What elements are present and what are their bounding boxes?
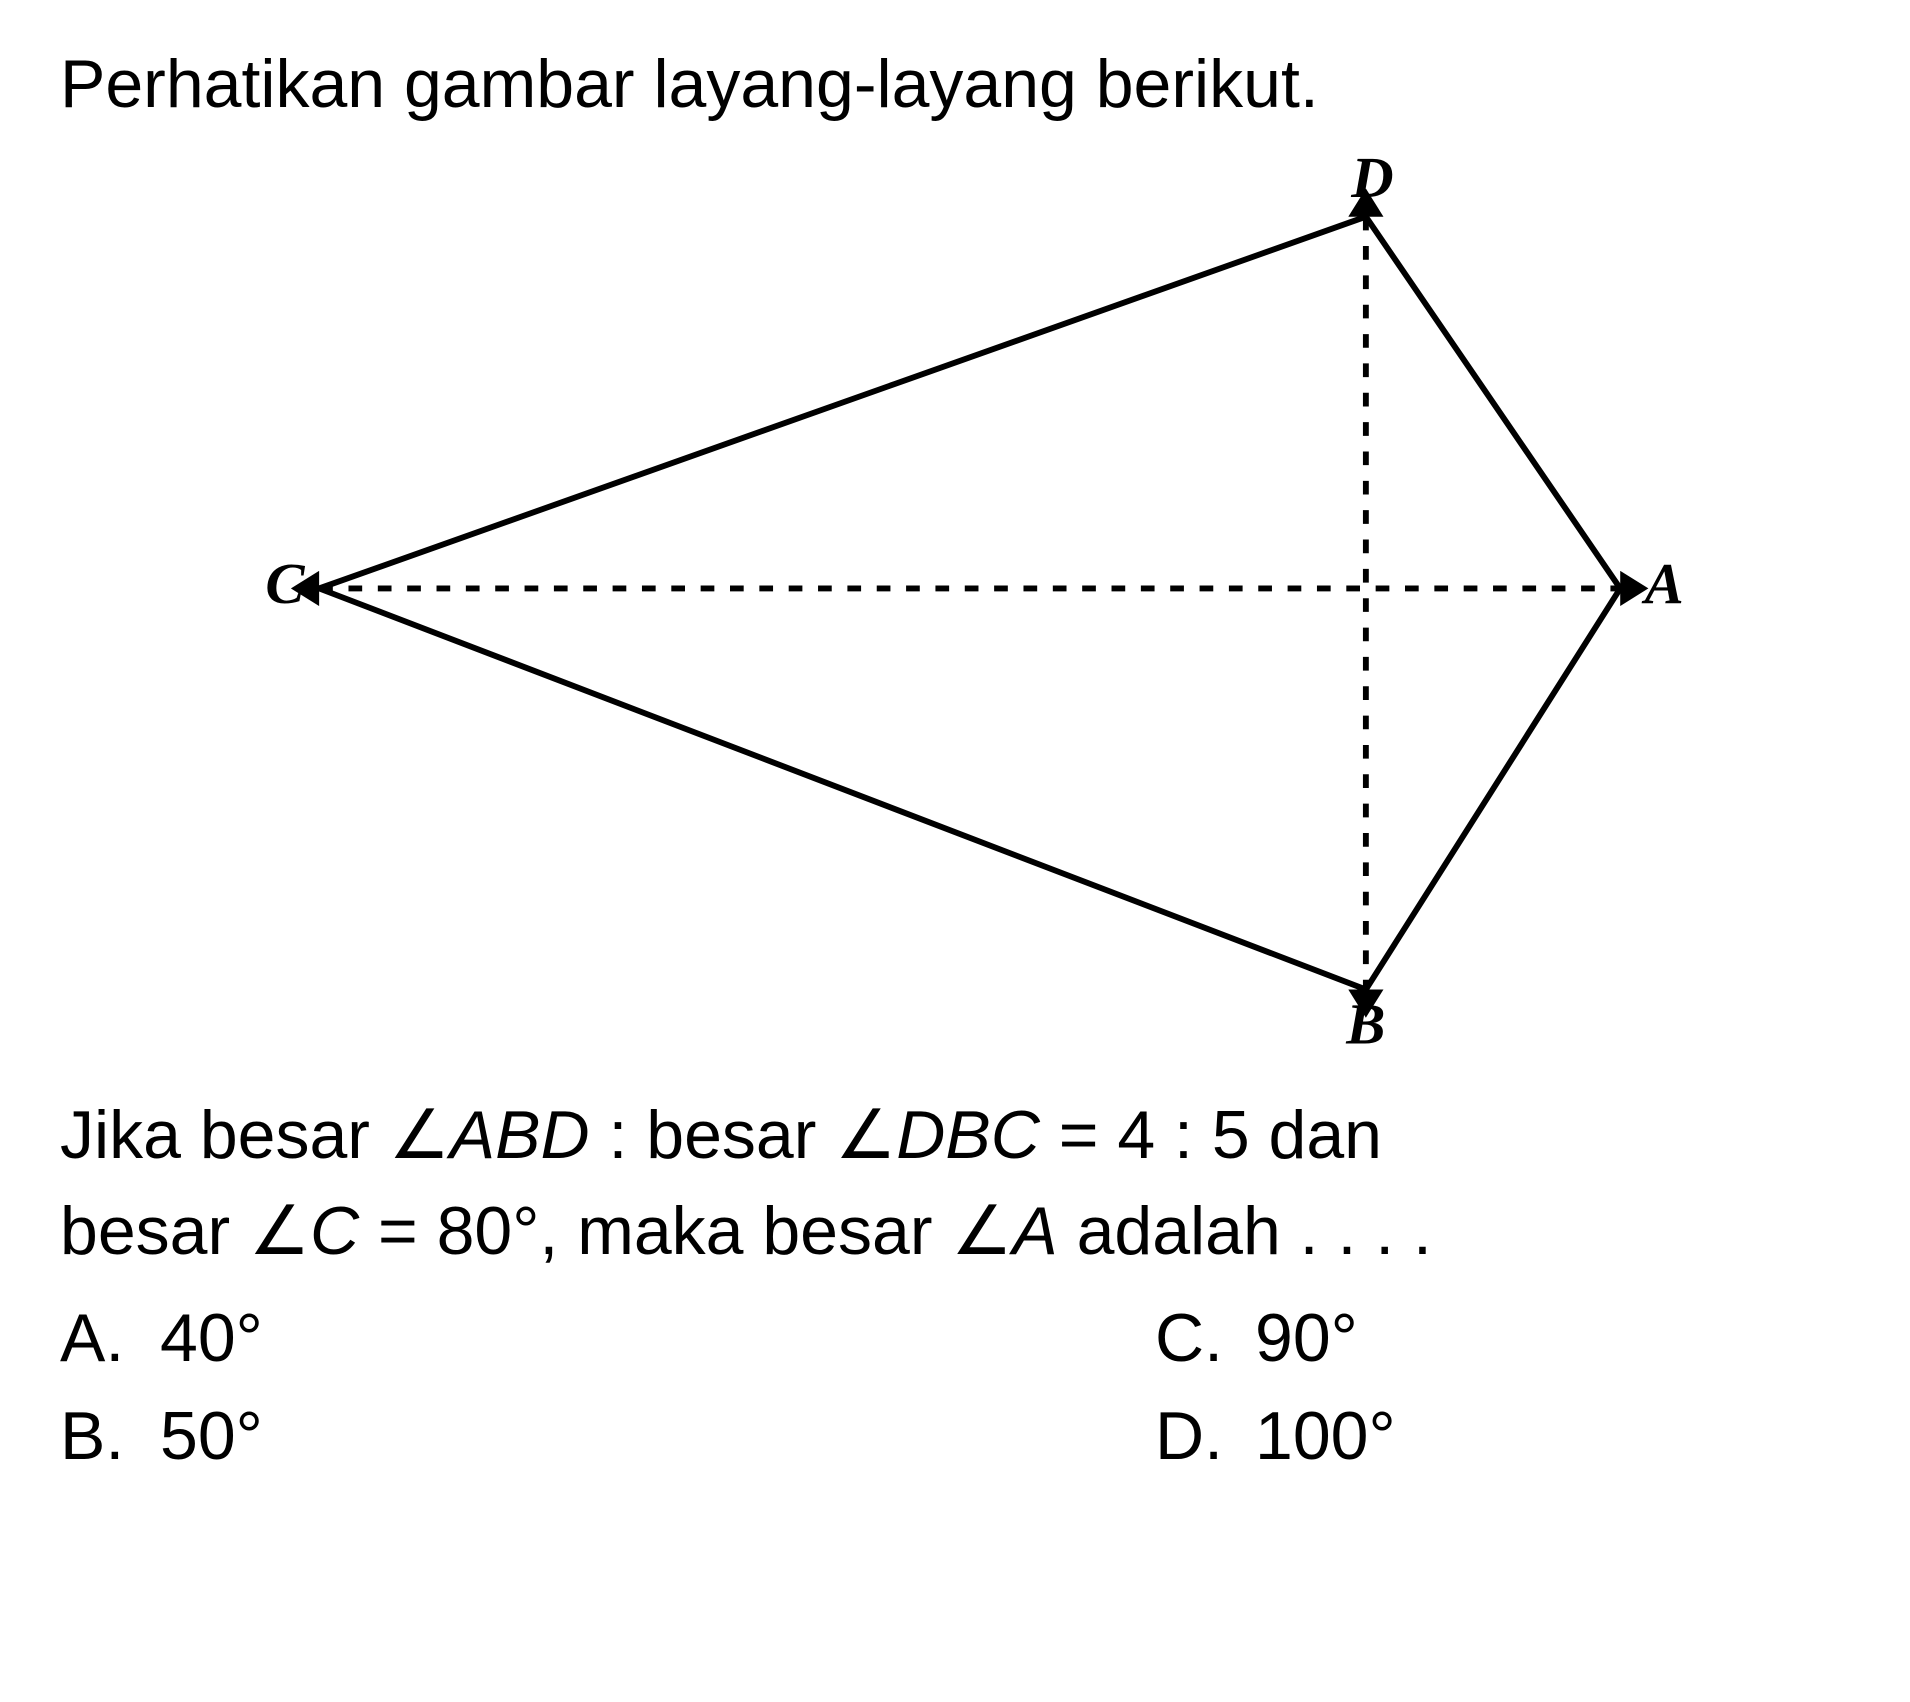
question-intro: Perhatikan gambar layang-layang berikut.	[60, 40, 1850, 128]
option-b-value: 50°	[160, 1397, 263, 1475]
option-d: D. 100°	[1155, 1397, 1850, 1475]
angle-dbc: DBC	[896, 1097, 1040, 1173]
option-b-letter: B.	[60, 1397, 160, 1475]
svg-text:C: C	[265, 551, 305, 616]
svg-text:A: A	[1641, 551, 1684, 616]
follow-line2-3: adalah . . . .	[1058, 1193, 1432, 1269]
answer-options: A. 40° C. 90° B. 50° D. 100°	[60, 1299, 1850, 1475]
option-a-value: 40°	[160, 1299, 263, 1377]
follow-line2-2: = 80°, maka besar	[359, 1193, 951, 1269]
angle-c: C	[310, 1193, 359, 1269]
svg-text:D: D	[1350, 158, 1393, 210]
option-c-value: 90°	[1255, 1299, 1358, 1377]
question-followup: Jika besar ∠ABD : besar ∠DBC = 4 : 5 dan…	[60, 1088, 1850, 1278]
question-content: Perhatikan gambar layang-layang berikut.…	[60, 40, 1850, 1475]
angle-symbol-2: ∠	[835, 1097, 896, 1173]
option-a: A. 40°	[60, 1299, 755, 1377]
diagram-container: C A D B	[60, 158, 1850, 1058]
follow-text-1: Jika besar	[60, 1097, 389, 1173]
option-d-value: 100°	[1255, 1397, 1396, 1475]
angle-a: A	[1012, 1193, 1057, 1269]
angle-symbol-1: ∠	[389, 1097, 450, 1173]
follow-text-3: = 4 : 5 dan	[1040, 1097, 1382, 1173]
option-c-letter: C.	[1155, 1299, 1255, 1377]
option-d-letter: D.	[1155, 1397, 1255, 1475]
kite-diagram: C A D B	[155, 158, 1755, 1058]
svg-text:B: B	[1345, 992, 1385, 1057]
angle-symbol-4: ∠	[951, 1193, 1012, 1269]
follow-text-2: : besar	[590, 1097, 836, 1173]
option-b: B. 50°	[60, 1397, 755, 1475]
angle-symbol-3: ∠	[249, 1193, 310, 1269]
option-c: C. 90°	[1155, 1299, 1850, 1377]
option-a-letter: A.	[60, 1299, 160, 1377]
follow-line2-1: besar	[60, 1193, 249, 1269]
angle-abd: ABD	[450, 1097, 590, 1173]
